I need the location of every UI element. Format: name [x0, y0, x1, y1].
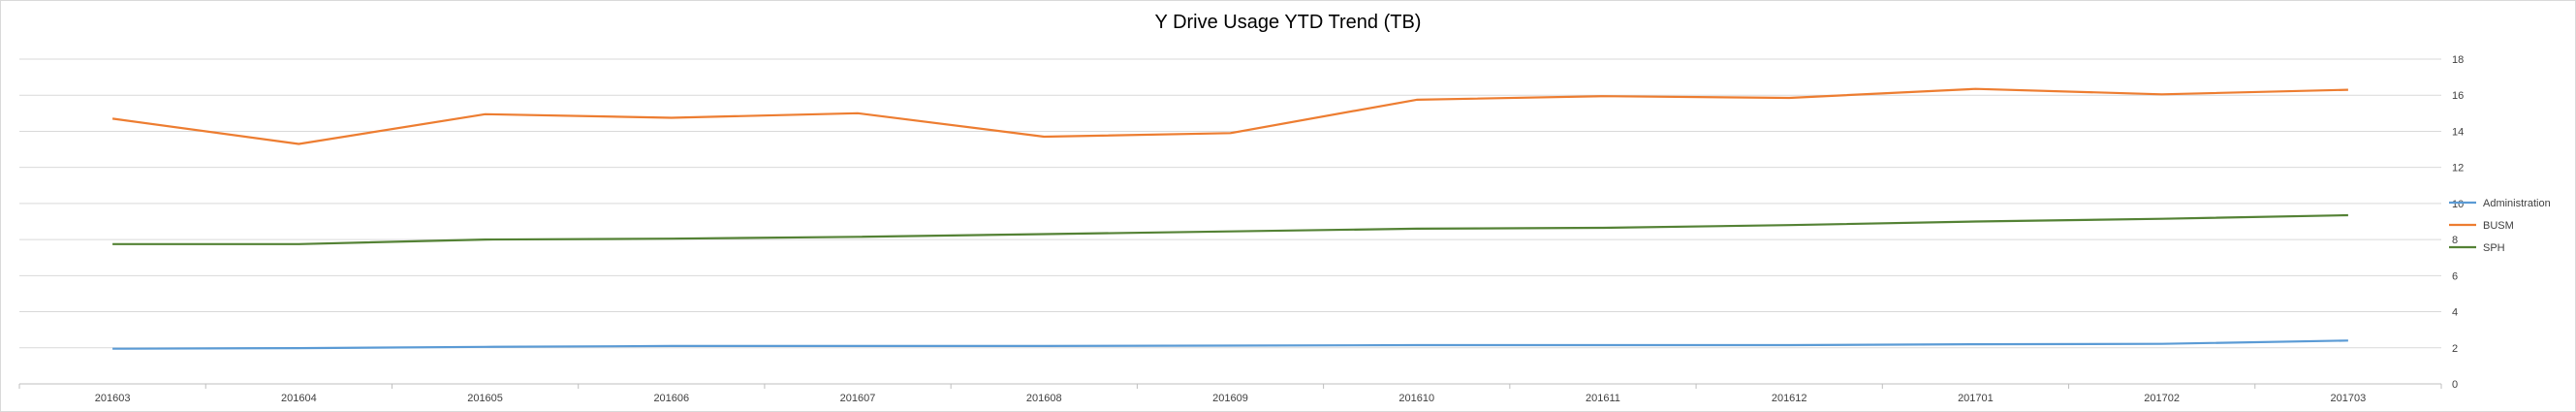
y-tick-label: 4 — [2452, 307, 2458, 319]
chart-title: Y Drive Usage YTD Trend (TB) — [1154, 12, 1422, 33]
x-tick-label: 201609 — [1212, 393, 1248, 404]
y-tick-label: 2 — [2452, 343, 2458, 355]
y-tick-label: 16 — [2452, 90, 2464, 102]
x-tick-label: 201611 — [1586, 393, 1620, 404]
y-tick-label: 0 — [2452, 379, 2458, 391]
y-tick-label: 18 — [2452, 54, 2464, 66]
legend-label-busm: BUSM — [2483, 220, 2514, 232]
legend-label-administration: Administration — [2483, 198, 2551, 209]
x-tick-label: 201703 — [2331, 393, 2367, 404]
x-tick-label: 201605 — [467, 393, 503, 404]
series-line-administration — [112, 339, 2348, 350]
y-tick-label: 10 — [2452, 199, 2464, 210]
x-tick-label: 201604 — [281, 393, 317, 404]
series-line-busm — [111, 87, 2348, 145]
y-tick-label: 14 — [2452, 126, 2464, 138]
x-tick-label: 201702 — [2144, 393, 2180, 404]
x-tick-label: 201701 — [1958, 393, 1994, 404]
y-tick-label: 6 — [2452, 270, 2458, 282]
x-tick-label: 201607 — [840, 393, 876, 404]
y-tick-label: 12 — [2452, 163, 2464, 174]
y-tick-label: 8 — [2452, 235, 2458, 246]
legend-label-sph: SPH — [2483, 242, 2505, 254]
x-tick-label: 201606 — [653, 393, 689, 404]
x-tick-label: 201610 — [1398, 393, 1434, 404]
series-line-sph — [112, 213, 2348, 245]
x-tick-label: 201612 — [1772, 393, 1807, 404]
x-tick-label: 201603 — [95, 393, 131, 404]
x-tick-label: 201608 — [1026, 393, 1062, 404]
